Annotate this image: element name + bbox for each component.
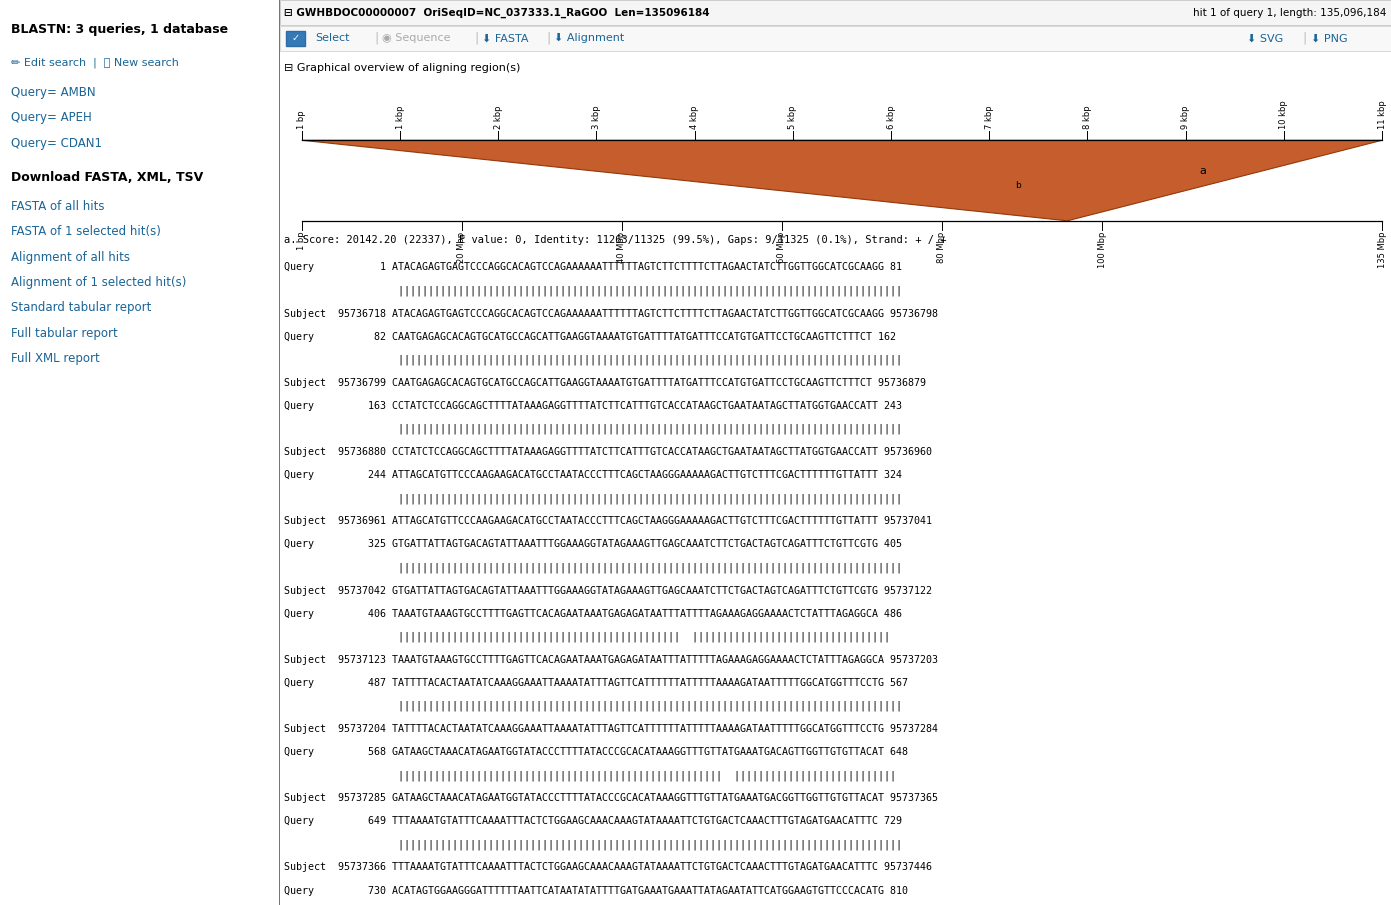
Text: Query           1 ATACAGAGTGAGTCCCAGGCACAGTCCAGAAAAAATTTTTTAGTCTTCTTTTCTTAGAACTA: Query 1 ATACAGAGTGAGTCCCAGGCACAGTCCAGAAA… bbox=[284, 262, 901, 272]
Text: 1 bp: 1 bp bbox=[298, 110, 306, 129]
Text: |||||||||||||||||||||||||||||||||||||||||||||||  |||||||||||||||||||||||||||||||: ||||||||||||||||||||||||||||||||||||||||… bbox=[284, 632, 890, 643]
Text: Select: Select bbox=[316, 33, 349, 43]
Text: ⬇ SVG: ⬇ SVG bbox=[1246, 33, 1283, 43]
Text: 9 kbp: 9 kbp bbox=[1181, 106, 1191, 129]
Text: Query          82 CAATGAGAGCACAGTGCATGCCAGCATTGAAGGTAAAATGTGATTTTATGATTTCCATGTGA: Query 82 CAATGAGAGCACAGTGCATGCCAGCATTGAA… bbox=[284, 331, 896, 342]
Text: Query         244 ATTAGCATGTTCCCAAGAAGACATGCCTAATACCCTTTCAGCTAAGGGAAAAAGACTTGTCT: Query 244 ATTAGCATGTTCCCAAGAAGACATGCCTAA… bbox=[284, 470, 901, 481]
Polygon shape bbox=[302, 140, 1383, 221]
Text: ||||||||||||||||||||||||||||||||||||||||||||||||||||||||||||||||||||||||||||||||: ||||||||||||||||||||||||||||||||||||||||… bbox=[284, 700, 901, 711]
Text: 60 Mbp: 60 Mbp bbox=[778, 232, 786, 263]
Text: a: a bbox=[1199, 167, 1206, 176]
Text: 6 kbp: 6 kbp bbox=[886, 106, 896, 129]
Bar bbox=[280, 0, 1391, 25]
Text: 135 Mbp: 135 Mbp bbox=[1377, 232, 1387, 268]
Text: FASTA of 1 selected hit(s): FASTA of 1 selected hit(s) bbox=[11, 225, 161, 238]
Text: Subject  95736799 CAATGAGAGCACAGTGCATGCCAGCATTGAAGGTAAAATGTGATTTTATGATTTCCATGTGA: Subject 95736799 CAATGAGAGCACAGTGCATGCCA… bbox=[284, 377, 926, 388]
Text: ◉ Sequence: ◉ Sequence bbox=[383, 33, 451, 43]
Text: Query         406 TAAATGTAAAGTGCCTTTTGAGTTCACAGAATAAATGAGAGATAATTTATTTTAGAAAGAGG: Query 406 TAAATGTAAAGTGCCTTTTGAGTTCACAGA… bbox=[284, 608, 901, 619]
Text: Query         325 GTGATTATTAGTGACAGTATTAAATTTGGAAAGGTATAGAAAGTTGAGCAAATCTTCTGACT: Query 325 GTGATTATTAGTGACAGTATTAAATTTGGA… bbox=[284, 539, 901, 549]
Text: Alignment of 1 selected hit(s): Alignment of 1 selected hit(s) bbox=[11, 276, 186, 289]
Text: ✏ Edit search  |  🗋 New search: ✏ Edit search | 🗋 New search bbox=[11, 57, 179, 68]
Text: Subject  95736718 ATACAGAGTGAGTCCCAGGCACAGTCCAGAAAAAATTTTTTAGTCTTCTTTTCTTAGAACTA: Subject 95736718 ATACAGAGTGAGTCCCAGGCACA… bbox=[284, 309, 938, 319]
Text: Full tabular report: Full tabular report bbox=[11, 327, 118, 339]
Text: 100 Mbp: 100 Mbp bbox=[1097, 232, 1106, 268]
Text: Query         649 TTTAAAATGTATTTCAAAATTTACTCTGGAAGCAAACAAAGTATAAAATTCTGTGACTCAAA: Query 649 TTTAAAATGTATTTCAAAATTTACTCTGGA… bbox=[284, 816, 901, 826]
Text: 20 Mbp: 20 Mbp bbox=[458, 232, 466, 262]
Text: Query         568 GATAAGCTAAACATAGAATGGTATACCCTTTTATACCCGCACATAAAGGTTTGTTATGAAAT: Query 568 GATAAGCTAAACATAGAATGGTATACCCTT… bbox=[284, 748, 908, 757]
Text: b: b bbox=[1015, 181, 1021, 189]
Text: ||||||||||||||||||||||||||||||||||||||||||||||||||||||  ||||||||||||||||||||||||: ||||||||||||||||||||||||||||||||||||||||… bbox=[284, 770, 896, 781]
Text: 2 kbp: 2 kbp bbox=[494, 106, 502, 129]
Text: 5 kbp: 5 kbp bbox=[789, 106, 797, 129]
Text: BLASTN: 3 queries, 1 database: BLASTN: 3 queries, 1 database bbox=[11, 23, 228, 35]
Text: Query= APEH: Query= APEH bbox=[11, 111, 92, 124]
Text: Full XML report: Full XML report bbox=[11, 352, 100, 365]
Text: FASTA of all hits: FASTA of all hits bbox=[11, 200, 104, 213]
Text: 3 kbp: 3 kbp bbox=[593, 106, 601, 129]
Text: Standard tabular report: Standard tabular report bbox=[11, 301, 152, 314]
Text: Query         487 TATTTTACACTAATATCAAAGGAAATTAAAATATTTAGTTCATTTTTTATTTTTAAAAGATA: Query 487 TATTTTACACTAATATCAAAGGAAATTAAA… bbox=[284, 678, 908, 688]
Text: ||||||||||||||||||||||||||||||||||||||||||||||||||||||||||||||||||||||||||||||||: ||||||||||||||||||||||||||||||||||||||||… bbox=[284, 286, 901, 296]
Text: 8 kbp: 8 kbp bbox=[1084, 106, 1092, 129]
Text: ||||||||||||||||||||||||||||||||||||||||||||||||||||||||||||||||||||||||||||||||: ||||||||||||||||||||||||||||||||||||||||… bbox=[284, 493, 901, 504]
Text: Query= CDAN1: Query= CDAN1 bbox=[11, 137, 102, 149]
Text: ⊟ GWHBDOC00000007  OriSeqID=NC_037333.1_RaGOO  Len=135096184: ⊟ GWHBDOC00000007 OriSeqID=NC_037333.1_R… bbox=[284, 7, 709, 18]
Text: |: | bbox=[1302, 32, 1306, 45]
Text: ||||||||||||||||||||||||||||||||||||||||||||||||||||||||||||||||||||||||||||||||: ||||||||||||||||||||||||||||||||||||||||… bbox=[284, 355, 901, 366]
Text: Query= AMBN: Query= AMBN bbox=[11, 86, 96, 99]
Text: 1 bp: 1 bp bbox=[298, 232, 306, 251]
Text: Subject  95737042 GTGATTATTAGTGACAGTATTAAATTTGGAAAGGTATAGAAAGTTGAGCAAATCTTCTGACT: Subject 95737042 GTGATTATTAGTGACAGTATTAA… bbox=[284, 586, 932, 595]
Text: 11 kbp: 11 kbp bbox=[1377, 100, 1387, 129]
Bar bbox=[280, 26, 1391, 51]
Text: 1 kbp: 1 kbp bbox=[395, 106, 405, 129]
Text: 10 kbp: 10 kbp bbox=[1280, 100, 1288, 129]
Text: Subject  95736961 ATTAGCATGTTCCCAAGAAGACATGCCTAATACCCTTTCAGCTAAGGGAAAAAGACTTGTCT: Subject 95736961 ATTAGCATGTTCCCAAGAAGACA… bbox=[284, 516, 932, 527]
Text: Query         730 ACATAGTGGAAGGGATTTTTTAATTCATAATATATTTTGATGAAATGAAATTATAGAATATT: Query 730 ACATAGTGGAAGGGATTTTTTAATTCATAA… bbox=[284, 885, 908, 896]
Text: Download FASTA, XML, TSV: Download FASTA, XML, TSV bbox=[11, 171, 203, 184]
Text: hit 1 of query 1, length: 135,096,184: hit 1 of query 1, length: 135,096,184 bbox=[1193, 7, 1387, 18]
Text: ⬇ PNG: ⬇ PNG bbox=[1310, 33, 1348, 43]
Text: ||||||||||||||||||||||||||||||||||||||||||||||||||||||||||||||||||||||||||||||||: ||||||||||||||||||||||||||||||||||||||||… bbox=[284, 562, 901, 573]
Text: Alignment of all hits: Alignment of all hits bbox=[11, 251, 131, 263]
Text: ||||||||||||||||||||||||||||||||||||||||||||||||||||||||||||||||||||||||||||||||: ||||||||||||||||||||||||||||||||||||||||… bbox=[284, 424, 901, 434]
Text: Subject  95737285 GATAAGCTAAACATAGAATGGTATACCCTTTTATACCCGCACATAAAGGTTTGTTATGAAAT: Subject 95737285 GATAAGCTAAACATAGAATGGTA… bbox=[284, 793, 938, 804]
Text: ||||||||||||||||||||||||||||||||||||||||||||||||||||||||||||||||||||||||||||||||: ||||||||||||||||||||||||||||||||||||||||… bbox=[284, 840, 901, 850]
Text: ⊟ Graphical overview of aligning region(s): ⊟ Graphical overview of aligning region(… bbox=[284, 63, 520, 73]
Text: ✓: ✓ bbox=[292, 33, 300, 43]
Text: a. Score: 20142.20 (22337), E value: 0, Identity: 11263/11325 (99.5%), Gaps: 9/1: a. Score: 20142.20 (22337), E value: 0, … bbox=[284, 235, 946, 245]
Text: ⬇ Alignment: ⬇ Alignment bbox=[554, 33, 625, 43]
Text: |: | bbox=[374, 32, 378, 45]
Bar bbox=[287, 31, 305, 46]
Text: Subject  95737204 TATTTTACACTAATATCAAAGGAAATTAAAATATTTAGTTCATTTTTTATTTTTAAAAGATA: Subject 95737204 TATTTTACACTAATATCAAAGGA… bbox=[284, 724, 938, 734]
Text: Subject  95737123 TAAATGTAAAGTGCCTTTTGAGTTCACAGAATAAATGAGAGATAATTTATTTTTAGAAAGAG: Subject 95737123 TAAATGTAAAGTGCCTTTTGAGT… bbox=[284, 655, 938, 665]
Text: |: | bbox=[474, 32, 479, 45]
Text: ⬇ FASTA: ⬇ FASTA bbox=[481, 33, 529, 43]
Text: 40 Mbp: 40 Mbp bbox=[618, 232, 626, 262]
Text: Query         163 CCTATCTCCAGGCAGCTTTTATAAAGAGGTTTTATCTTCATTTGTCACCATAAGCTGAATAA: Query 163 CCTATCTCCAGGCAGCTTTTATAAAGAGGT… bbox=[284, 401, 901, 411]
Text: 4 kbp: 4 kbp bbox=[690, 106, 700, 129]
Text: 7 kbp: 7 kbp bbox=[985, 106, 993, 129]
Text: 80 Mbp: 80 Mbp bbox=[938, 232, 946, 263]
Text: Subject  95736880 CCTATCTCCAGGCAGCTTTTATAAAGAGGTTTTATCTTCATTTGTCACCATAAGCTGAATAA: Subject 95736880 CCTATCTCCAGGCAGCTTTTATA… bbox=[284, 447, 932, 457]
Text: |: | bbox=[547, 32, 551, 45]
Text: Subject  95737366 TTTAAAATGTATTTCAAAATTTACTCTGGAAGCAAACAAAGTATAAAATTCTGTGACTCAAA: Subject 95737366 TTTAAAATGTATTTCAAAATTTA… bbox=[284, 862, 932, 872]
